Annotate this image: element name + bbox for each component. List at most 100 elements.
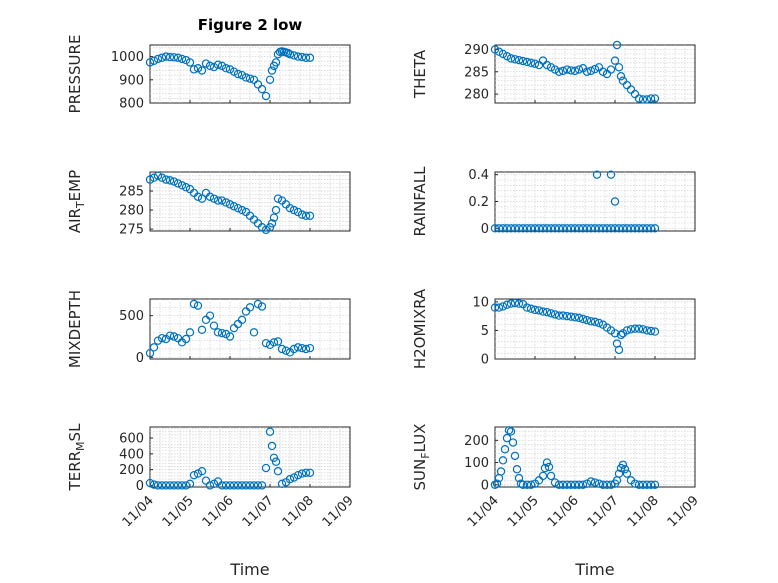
y-tick-label: 280 [119, 204, 144, 219]
data-point [257, 302, 267, 311]
data-point [590, 64, 600, 74]
data-point [498, 302, 508, 311]
data-point [558, 66, 568, 76]
data-point [209, 321, 219, 330]
data-point [610, 56, 620, 65]
data-point [522, 224, 532, 233]
data-point [153, 171, 163, 181]
data-point [502, 300, 512, 309]
y-tick-label: 280 [464, 88, 489, 103]
data-point [217, 481, 227, 490]
data-point [153, 481, 163, 490]
data-point [526, 224, 536, 233]
data-point [578, 314, 588, 324]
data-point [277, 479, 287, 489]
data-point [544, 462, 554, 472]
data-point [225, 332, 235, 341]
data-point [534, 224, 544, 233]
data-point [542, 307, 552, 317]
data-point [209, 194, 219, 203]
data-point [502, 224, 512, 233]
y-tick-label: 500 [119, 309, 144, 324]
data-point [582, 67, 592, 76]
data-point [205, 61, 215, 71]
y-tick-label: 900 [119, 73, 144, 88]
data-point [534, 306, 544, 315]
data-point [590, 224, 600, 233]
data-point [570, 224, 580, 233]
data-point [618, 460, 628, 469]
data-point [570, 313, 580, 322]
data-point [269, 213, 279, 222]
data-point [638, 325, 648, 334]
data-point [602, 224, 612, 233]
data-point [305, 343, 315, 353]
subplot-3: 275 280 285 AIRTEMP [66, 170, 351, 238]
data-point [590, 317, 600, 327]
data-point [614, 345, 624, 355]
data-point [522, 303, 532, 312]
y-tick-label: 290 [464, 43, 489, 58]
data-point [566, 66, 576, 75]
data-point [273, 467, 283, 476]
data-point [197, 325, 207, 335]
y-tick-label: 800 [119, 97, 144, 112]
data-point [550, 224, 560, 233]
data-point [542, 224, 552, 233]
data-point [506, 224, 516, 233]
y-tick-label: 0 [481, 222, 489, 237]
data-point [271, 205, 281, 215]
data-point [273, 337, 283, 346]
data-point [181, 481, 191, 490]
data-point [253, 481, 263, 490]
data-point [225, 200, 235, 209]
data-point [245, 74, 255, 83]
data-point [558, 480, 568, 489]
subplot-1: 800 900 1000 PRESSURE [66, 35, 351, 113]
data-point [169, 332, 179, 341]
data-point [149, 343, 159, 352]
data-point [269, 338, 279, 347]
data-point [289, 344, 299, 354]
data-point [267, 441, 277, 451]
data-point [582, 224, 592, 233]
data-point [586, 66, 596, 76]
data-point [500, 445, 510, 454]
data-point [510, 451, 520, 461]
data-point [612, 40, 622, 50]
data-point [161, 175, 171, 184]
x-axis-label-right: Time [574, 560, 614, 579]
data-point [185, 58, 195, 67]
data-point [217, 328, 227, 338]
data-point [197, 194, 207, 203]
data-point [634, 480, 644, 489]
data-point [574, 224, 584, 233]
data-point [566, 480, 576, 489]
data-point [145, 58, 155, 67]
data-point [297, 343, 307, 353]
data-point [165, 481, 175, 490]
data-point [289, 205, 299, 215]
data-point [590, 478, 600, 487]
data-point [271, 58, 281, 67]
data-point [297, 210, 307, 219]
data-point [177, 481, 187, 490]
data-point [610, 329, 620, 338]
y-tick-label: 0 [481, 353, 489, 368]
data-point [498, 224, 508, 233]
data-point [526, 480, 536, 489]
y-tick-label: 285 [464, 65, 489, 80]
data-point [554, 480, 564, 489]
data-point [610, 197, 620, 206]
data-point [185, 479, 195, 489]
y-tick-label: 100 [464, 456, 489, 471]
data-point [614, 469, 624, 478]
data-point [512, 465, 522, 474]
series-markers [490, 40, 660, 104]
data-point [630, 224, 640, 233]
data-point [494, 224, 504, 233]
data-point [257, 481, 267, 490]
data-point [169, 177, 179, 186]
data-point [592, 170, 602, 179]
